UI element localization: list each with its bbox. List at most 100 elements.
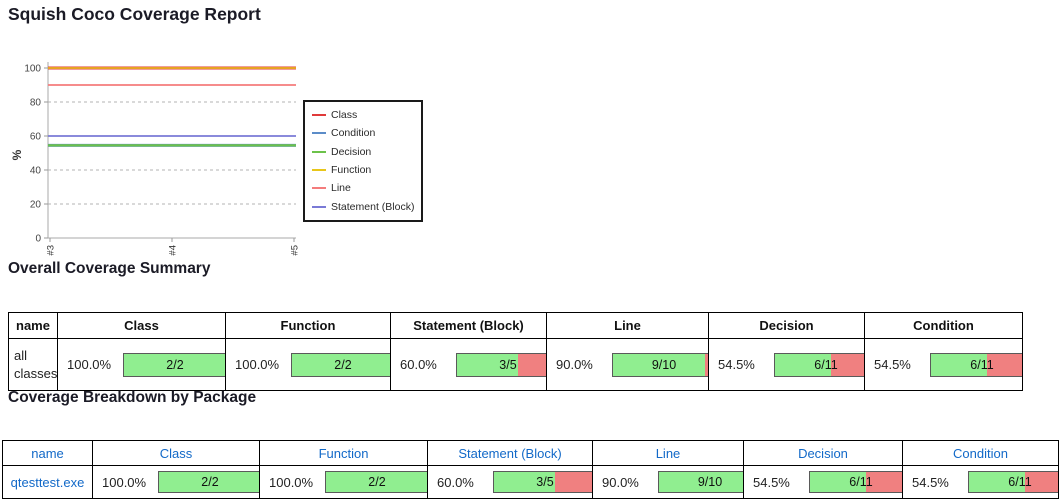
legend-label: Decision	[331, 145, 372, 158]
legend-label: Condition	[331, 127, 376, 140]
metric-cell: 60.0% 3/5	[427, 465, 593, 499]
coverage-bar: 9/10	[658, 471, 743, 493]
legend-swatch	[312, 132, 326, 135]
column-header-line: Line	[592, 440, 744, 466]
summary-table: name Class Function Statement (Block) Line De…	[8, 312, 1023, 391]
coverage-bar: 6/11	[809, 471, 902, 493]
metric-cell: 100.0% 2/2	[259, 465, 428, 499]
coverage-fraction: 2/2	[166, 357, 184, 372]
page-title: Squish Coco Coverage Report	[8, 4, 261, 24]
legend-label: Function	[331, 164, 372, 177]
coverage-fraction: 2/2	[334, 357, 352, 372]
coverage-fraction: 3/5	[536, 475, 554, 489]
coverage-bar: 2/2	[158, 471, 259, 493]
coverage-bar-fill	[810, 472, 866, 492]
column-header-class: Class	[92, 440, 260, 466]
coverage-percent: 54.5%	[753, 474, 790, 490]
coverage-bar: 6/11	[968, 471, 1058, 493]
column-header-statement-block-: Statement (Block)	[390, 312, 547, 339]
column-header-name: name	[2, 440, 93, 466]
y-tick-label: 80	[30, 98, 42, 109]
metric-cell: 100.0% 2/2	[92, 465, 260, 499]
metric-cell: 54.5% 6/11	[708, 338, 865, 391]
row-name: all classes	[8, 338, 58, 391]
legend-swatch	[312, 150, 326, 153]
column-header-function: Function	[259, 440, 428, 466]
coverage-bar: 9/10	[612, 352, 708, 377]
column-header-condition: Condition	[902, 440, 1059, 466]
metric-cell: 54.5% 6/11	[902, 465, 1059, 499]
metric-cell: 54.5% 6/11	[743, 465, 903, 499]
legend-swatch	[312, 169, 326, 172]
package-table: name Class Function Statement (Block) Line De…	[2, 440, 1059, 499]
coverage-trend-chart: 0 20 40 60 80 100 #3 #4 #5% Class Condition Decisi…	[10, 58, 430, 263]
coverage-fraction: 6/11	[970, 357, 994, 372]
legend-label: Line	[331, 182, 351, 195]
x-tick-label: #5	[290, 245, 301, 256]
y-axis-label: %	[10, 149, 24, 160]
y-tick-label: 60	[30, 132, 42, 143]
coverage-bar-fill	[931, 353, 987, 376]
coverage-percent: 60.0%	[437, 474, 474, 490]
package-link[interactable]: qtesttest.exe	[2, 465, 93, 499]
coverage-percent: 90.0%	[556, 357, 593, 372]
coverage-bar: 3/5	[456, 352, 546, 377]
metric-cell: 100.0% 2/2	[225, 338, 391, 391]
column-header-decision: Decision	[708, 312, 865, 339]
x-tick-label: #4	[168, 245, 179, 256]
coverage-percent: 100.0%	[235, 357, 280, 372]
header-row: name Class Function Statement (Block) Line De…	[8, 312, 1023, 339]
coverage-percent: 60.0%	[400, 357, 437, 372]
coverage-fraction: 6/11	[814, 357, 838, 372]
coverage-bar: 2/2	[291, 352, 390, 377]
coverage-bar: 3/5	[493, 471, 592, 493]
legend-label: Statement (Block)	[331, 200, 415, 213]
legend-item: Statement (Block)	[312, 201, 414, 213]
legend-item: Class	[312, 109, 414, 121]
coverage-bar-fill	[969, 472, 1025, 492]
chart-legend: Class Condition Decision Function Line Statem…	[303, 100, 424, 222]
metric-cell: 90.0% 9/10	[546, 338, 709, 391]
packages-heading: Coverage Breakdown by Package	[8, 389, 257, 406]
coverage-bar: 6/11	[774, 352, 864, 377]
legend-item: Line	[312, 182, 414, 194]
summary-heading: Overall Coverage Summary	[8, 260, 211, 277]
y-tick-label: 100	[24, 64, 41, 75]
column-header-line: Line	[546, 312, 709, 339]
coverage-percent: 54.5%	[718, 357, 755, 372]
coverage-bar-fill	[659, 472, 743, 492]
y-tick-label: 0	[35, 234, 41, 245]
coverage-fraction: 2/2	[368, 475, 386, 489]
coverage-bar: 2/2	[123, 352, 225, 377]
column-header-name: name	[8, 312, 58, 339]
coverage-fraction: 9/10	[651, 357, 677, 372]
column-header-function: Function	[225, 312, 391, 339]
coverage-bar: 2/2	[325, 471, 427, 493]
legend-swatch	[312, 114, 326, 117]
legend-swatch	[312, 205, 326, 208]
coverage-bar-fill	[124, 353, 225, 376]
metric-cell: 54.5% 6/11	[864, 338, 1023, 391]
legend-item: Function	[312, 164, 414, 176]
coverage-bar-fill	[326, 472, 427, 492]
legend-item: Decision	[312, 146, 414, 158]
legend-swatch	[312, 187, 326, 190]
table-row: all classes 100.0% 2/2 100.0% 2/2 60.0% 3/5 90.…	[8, 338, 1023, 391]
coverage-bar-fill	[775, 353, 831, 376]
legend-item: Condition	[312, 127, 414, 139]
column-header-statement-block-: Statement (Block)	[427, 440, 593, 466]
table-row: qtesttest.exe 100.0% 2/2 100.0% 2/2 60.0% 3/5 9…	[2, 465, 1059, 499]
column-header-class: Class	[57, 312, 226, 339]
coverage-bar: 6/11	[930, 352, 1022, 377]
metric-cell: 100.0% 2/2	[57, 338, 226, 391]
coverage-percent: 100.0%	[102, 474, 147, 490]
coverage-percent: 100.0%	[67, 357, 112, 372]
y-tick-label: 40	[30, 166, 42, 177]
coverage-percent: 54.5%	[874, 357, 911, 372]
header-row: name Class Function Statement (Block) Line De…	[2, 440, 1059, 466]
coverage-percent: 100.0%	[269, 474, 314, 490]
coverage-bar-fill	[613, 353, 705, 376]
coverage-fraction: 6/11	[849, 475, 873, 489]
coverage-fraction: 2/2	[201, 475, 219, 489]
coverage-bar-fill	[159, 472, 259, 492]
